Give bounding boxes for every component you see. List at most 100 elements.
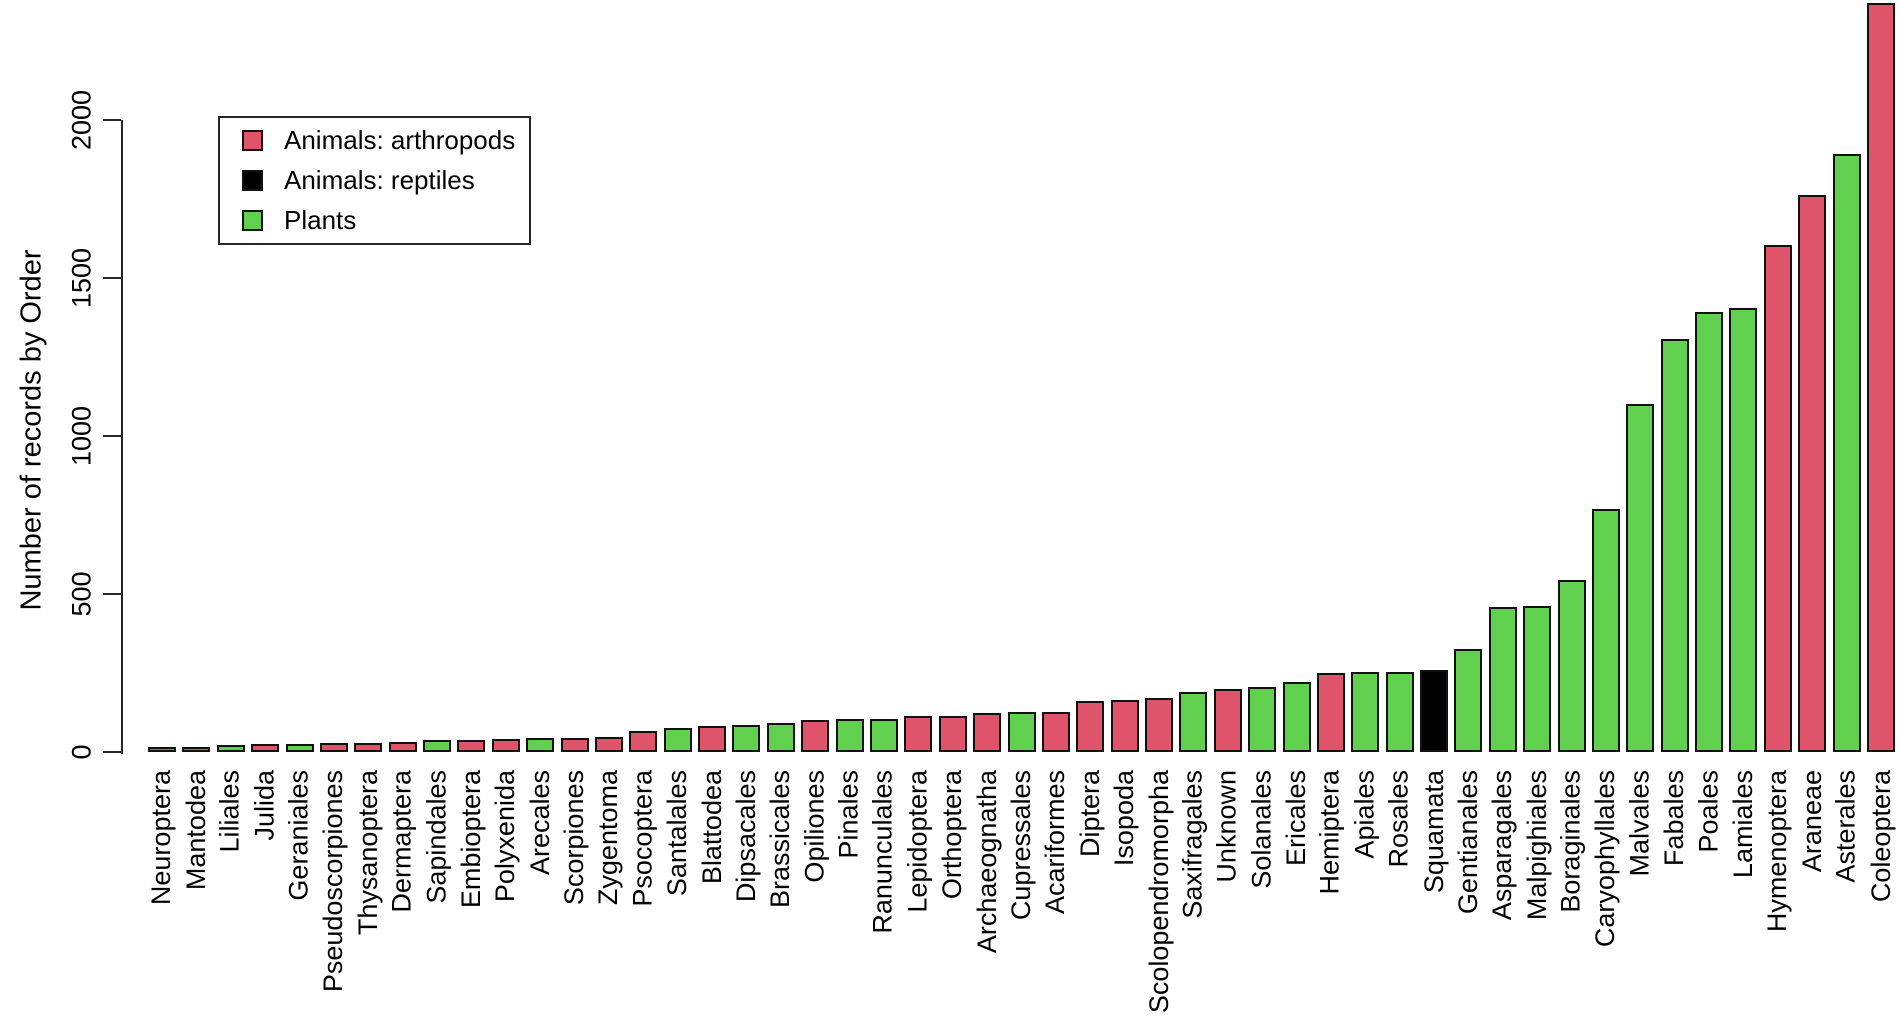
x-label: Julida (250, 770, 280, 841)
bar-saxifragales (1179, 692, 1207, 752)
legend-swatch-reptiles (242, 170, 263, 191)
bar-pinales (836, 719, 864, 752)
x-label: Ericales (1281, 770, 1311, 867)
bar-fabales (1661, 339, 1689, 752)
bar-geraniales (286, 744, 314, 752)
y-tick (103, 277, 121, 279)
x-label: Gentianales (1453, 770, 1483, 915)
x-label: Brassicales (765, 770, 795, 909)
bar-unknown (1214, 689, 1242, 752)
bar-ericales (1283, 682, 1311, 752)
bar-malpighiales (1523, 606, 1551, 752)
y-tick-label: 2000 (66, 89, 97, 151)
x-label: Orthoptera (937, 770, 967, 900)
x-label: Psocoptera (628, 770, 658, 907)
bar-ranunculales (870, 719, 898, 752)
bar-polyxenida (492, 739, 520, 752)
x-label: Embioptera (456, 770, 486, 909)
legend-label: Animals: arthropods (284, 125, 516, 155)
legend-label: Animals: reptiles (284, 165, 475, 195)
bar-psocoptera (629, 731, 657, 752)
bar-scolopendromorpha (1145, 698, 1173, 752)
x-label: Opiliones (800, 770, 830, 883)
bar-dermaptera (389, 742, 417, 752)
bar-orthoptera (939, 716, 967, 752)
bar-neuroptera (148, 747, 176, 752)
y-tick-label: 1000 (66, 405, 97, 467)
bar-rosales (1386, 672, 1414, 752)
x-label: Zygentoma (593, 770, 623, 906)
x-label: Asparagales (1487, 770, 1517, 921)
bar-thysanoptera (354, 743, 382, 752)
x-label: Dipsacales (731, 770, 761, 903)
legend-item: Animals: reptiles (242, 165, 529, 196)
x-label: Araneae (1797, 770, 1827, 873)
x-label: Asterales (1831, 770, 1861, 883)
y-axis-title: Number of records by Order (15, 249, 48, 611)
x-label: Malvales (1625, 770, 1655, 877)
x-label: Blattodea (697, 770, 727, 885)
x-label: Hemiptera (1315, 770, 1345, 895)
x-label: Caryophyllales (1590, 770, 1620, 948)
x-label: Rosales (1384, 770, 1414, 868)
x-label: Solanales (1247, 770, 1277, 889)
bar-araneae (1798, 195, 1826, 752)
x-label: Boraginales (1556, 770, 1586, 913)
bar-opiliones (801, 720, 829, 752)
x-label: Pinales (834, 770, 864, 859)
y-axis-line (121, 120, 123, 754)
bar-scorpiones (561, 738, 589, 752)
bar-squamata (1420, 670, 1448, 752)
bar-solanales (1248, 687, 1276, 752)
x-label: Thysanoptera (353, 770, 383, 936)
x-label: Liliales (215, 770, 245, 853)
y-tick (103, 435, 121, 437)
x-label: Cupressales (1006, 770, 1036, 921)
bar-julida (251, 744, 279, 752)
legend-swatch-plants (242, 210, 263, 231)
x-label: Unknown (1212, 770, 1242, 883)
x-label: Fabales (1659, 770, 1689, 867)
bar-santalales (664, 728, 692, 752)
x-label: Apiales (1350, 770, 1380, 859)
bar-zygentoma (595, 737, 623, 752)
x-label: Hymenoptera (1762, 770, 1792, 933)
x-label: Poales (1694, 770, 1724, 853)
bar-pseudoscorpiones (320, 743, 348, 752)
y-tick-label: 1500 (66, 247, 97, 309)
x-label: Isopoda (1109, 770, 1139, 867)
bar-mantodea (182, 747, 210, 752)
bar-lamiales (1729, 308, 1757, 752)
y-tick (103, 119, 121, 121)
bar-apiales (1351, 672, 1379, 752)
x-label: Pseudoscorpiones (318, 770, 348, 993)
x-label: Squamata (1419, 770, 1449, 894)
x-label: Archaeognatha (972, 770, 1002, 954)
x-label: Arecales (525, 770, 555, 876)
bar-arecales (526, 738, 554, 752)
bar-malvales (1626, 404, 1654, 752)
x-label: Sapindales (422, 770, 452, 904)
legend-swatch-arthropods (242, 130, 263, 151)
bar-isopoda (1111, 700, 1139, 752)
bar-liliales (217, 745, 245, 752)
x-label: Malpighiales (1522, 770, 1552, 921)
bar-hymenoptera (1764, 245, 1792, 752)
y-tick (103, 751, 121, 753)
x-label: Mantodea (181, 770, 211, 891)
x-label: Santalales (662, 770, 692, 897)
bar-diptera (1076, 701, 1104, 752)
x-label: Diptera (1075, 770, 1105, 858)
x-label: Polyxenida (490, 770, 520, 903)
bar-sapindales (423, 740, 451, 752)
y-tick (103, 593, 121, 595)
bar-hemiptera (1317, 673, 1345, 752)
bar-blattodea (698, 726, 726, 752)
bar-lepidoptera (904, 716, 932, 752)
bar-dipsacales (732, 725, 760, 752)
legend: Animals: arthropods Animals: reptiles Pl… (218, 116, 531, 245)
bar-asterales (1833, 154, 1861, 752)
bar-asparagales (1489, 607, 1517, 752)
bar-coleoptera (1867, 3, 1895, 752)
